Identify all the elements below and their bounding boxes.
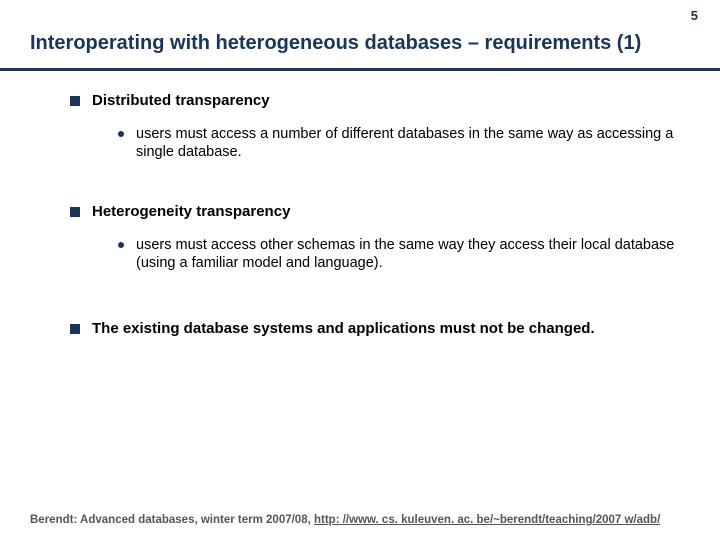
slide-title: Interoperating with heterogeneous databa… (30, 32, 700, 55)
square-bullet-icon (70, 96, 80, 106)
subbullet-heterogeneity: users must access other schemas in the s… (118, 236, 680, 272)
content-area: Distributed transparency users must acce… (70, 92, 680, 353)
subbullet-text: users must access other schemas in the s… (136, 236, 680, 272)
bullet-distributed: Distributed transparency (70, 92, 680, 111)
footer-link[interactable]: http: //www. cs. kuleuven. ac. be/~beren… (314, 514, 660, 526)
bullet-heterogeneity: Heterogeneity transparency (70, 203, 680, 222)
spacer (70, 284, 680, 320)
title-rule (0, 68, 720, 71)
subbullet-text: users must access a number of different … (136, 125, 680, 161)
bullet-heading: The existing database systems and applic… (92, 320, 595, 339)
slide: 5 Interoperating with heterogeneous data… (0, 0, 720, 540)
bullet-unchanged: The existing database systems and applic… (70, 320, 680, 339)
bullet-heading: Distributed transparency (92, 92, 270, 111)
square-bullet-icon (70, 207, 80, 217)
spacer (70, 173, 680, 203)
dot-bullet-icon (118, 131, 124, 137)
subbullet-distributed: users must access a number of different … (118, 125, 680, 161)
footer: Berendt: Advanced databases, winter term… (30, 514, 700, 526)
footer-prefix: Berendt: Advanced databases, winter term… (30, 514, 314, 526)
square-bullet-icon (70, 324, 80, 334)
dot-bullet-icon (118, 242, 124, 248)
page-number: 5 (691, 8, 698, 23)
bullet-heading: Heterogeneity transparency (92, 203, 290, 222)
